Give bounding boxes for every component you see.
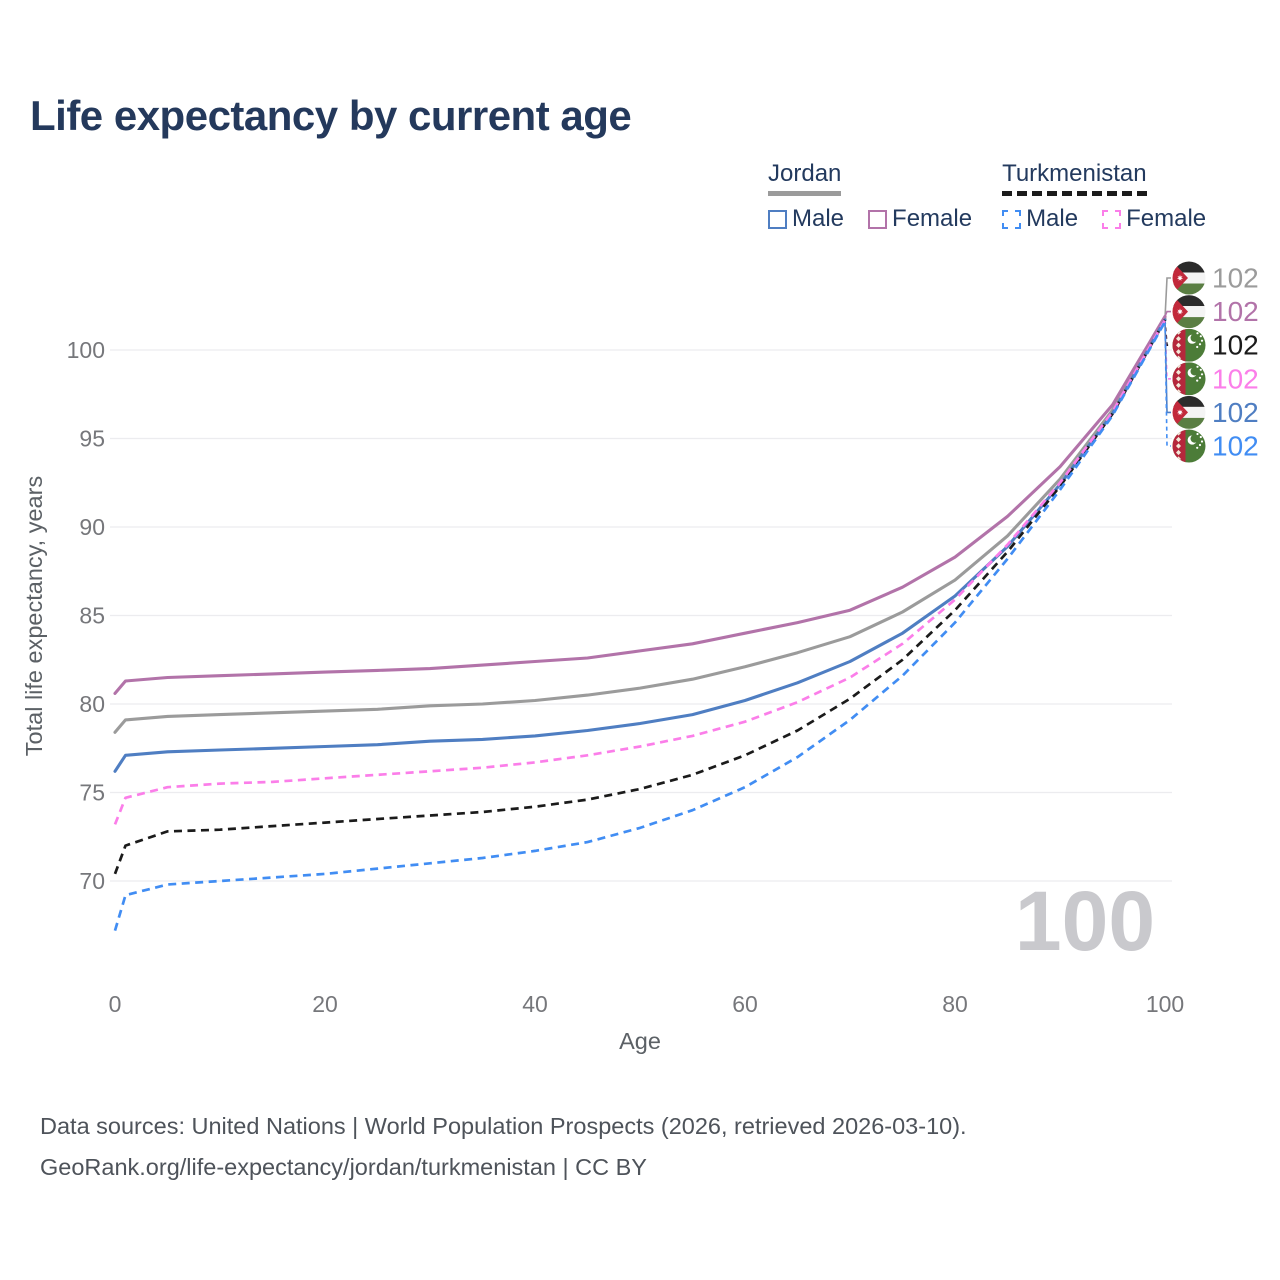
x-tick-40: 40 — [522, 991, 548, 1017]
x-tick-20: 20 — [312, 991, 338, 1017]
y-tick-80: 80 — [79, 691, 105, 717]
jordan-female-swatch-icon — [868, 209, 888, 229]
flag-jordan-icon — [1172, 261, 1206, 295]
end-label-jordan: 102 — [1212, 263, 1259, 294]
jordan-male-swatch-icon — [768, 209, 787, 229]
leader-line-jordan-female — [1164, 310, 1171, 317]
turkmenistan-female-swatch-icon — [1102, 209, 1122, 229]
y-tick-90: 90 — [79, 514, 105, 540]
flag-turkmenistan-icon — [1172, 362, 1206, 396]
legend-label-turkmenistan-male: Male — [1026, 205, 1079, 233]
x-tick-100: 100 — [1146, 991, 1184, 1017]
age-watermark: 100 — [1015, 874, 1155, 968]
legend: Jordan Male Female Turkmenistan Male Fem… — [768, 160, 1206, 233]
flag-turkmenistan-icon — [1172, 429, 1206, 463]
legend-items-jordan: Male Female — [768, 205, 972, 233]
flag-jordan-icon — [1172, 295, 1206, 329]
x-tick-60: 60 — [732, 991, 758, 1017]
leader-line-turkmenistan-male — [1164, 321, 1171, 447]
legend-label-jordan-female: Female — [892, 205, 973, 233]
legend-item-turkmenistan-female[interactable]: Female — [1102, 205, 1206, 233]
turkmenistan-male-swatch-icon — [1002, 209, 1022, 229]
y-axis-title: Total life expectancy, years — [21, 476, 47, 756]
series-line-turkmenistan[interactable] — [113, 319, 1167, 875]
x-axis-title: Age — [619, 1028, 661, 1054]
legend-label-turkmenistan-female: Female — [1126, 205, 1207, 233]
y-tick-100: 100 — [67, 337, 105, 363]
x-tick-80: 80 — [942, 991, 968, 1017]
leader-line-turkmenistan-female — [1164, 319, 1171, 380]
series-line-turkmenistan-male[interactable] — [113, 321, 1167, 931]
footer: Data sources: United Nations | World Pop… — [40, 1106, 967, 1188]
series-line-jordan-female[interactable] — [113, 314, 1167, 695]
y-tick-95: 95 — [79, 426, 105, 452]
series-line-jordan[interactable] — [113, 316, 1167, 734]
footer-sources: Data sources: United Nations | World Pop… — [40, 1113, 967, 1139]
legend-label-jordan-male: Male — [792, 205, 845, 233]
legend-group-jordan: Jordan Male Female — [768, 160, 972, 233]
legend-item-turkmenistan-male[interactable]: Male — [1002, 205, 1078, 233]
legend-items-turkmenistan: Male Female — [1002, 205, 1206, 233]
chart-title: Life expectancy by current age — [30, 92, 632, 139]
flag-jordan-icon — [1172, 395, 1206, 429]
legend-item-jordan-female[interactable]: Female — [868, 205, 972, 233]
end-label-turkmenistan-female: 102 — [1212, 363, 1259, 394]
footer-link: GeoRank.org/life-expectancy/jordan/turkm… — [40, 1154, 647, 1180]
leader-line-jordan — [1164, 277, 1171, 319]
legend-country-turkmenistan[interactable]: Turkmenistan — [1002, 160, 1147, 197]
y-tick-85: 85 — [79, 603, 105, 629]
end-label-jordan-male: 102 — [1212, 397, 1259, 428]
end-label-turkmenistan-male: 102 — [1212, 431, 1259, 462]
end-label-turkmenistan: 102 — [1212, 330, 1259, 361]
y-tick-70: 70 — [79, 868, 105, 894]
x-tick-0: 0 — [109, 991, 122, 1017]
y-tick-75: 75 — [79, 780, 105, 806]
series-line-turkmenistan-female[interactable] — [113, 319, 1167, 825]
legend-group-turkmenistan: Turkmenistan Male Female — [1002, 160, 1206, 233]
legend-item-jordan-male[interactable]: Male — [768, 205, 844, 233]
legend-country-jordan[interactable]: Jordan — [768, 160, 842, 197]
end-label-jordan-female: 102 — [1212, 296, 1259, 327]
flag-turkmenistan-icon — [1172, 328, 1206, 362]
